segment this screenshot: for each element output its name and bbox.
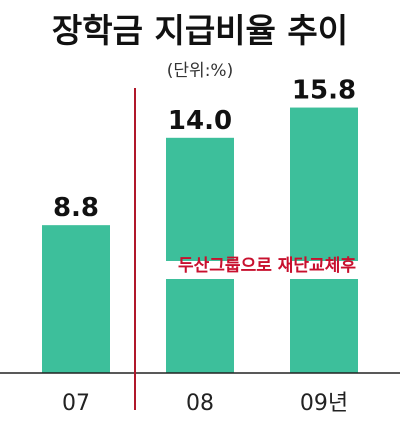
- value-label-2: 15.8: [292, 76, 356, 106]
- bar-2: [290, 107, 358, 373]
- value-label-1: 14.0: [168, 106, 232, 136]
- bar-0: [42, 225, 110, 373]
- annotation-gap-1: [166, 261, 234, 279]
- bar-1: [166, 137, 234, 373]
- annotation-text: 두산그룹으로 재단교체후: [178, 255, 356, 276]
- tick-label-2: 09년: [300, 391, 348, 416]
- value-label-0: 8.8: [53, 193, 99, 223]
- chart-subtitle: (단위:%): [167, 61, 233, 81]
- annotation-gap-2: [290, 261, 358, 279]
- bar-group: [42, 107, 358, 373]
- tick-label-1: 08: [186, 391, 214, 416]
- chart-title: 장학금 지급비율 추이: [52, 11, 348, 50]
- tick-label-0: 07: [62, 391, 90, 416]
- value-label-group: 8.8 14.0 15.8: [53, 76, 356, 224]
- tick-label-group: 07 08 09년: [62, 391, 348, 416]
